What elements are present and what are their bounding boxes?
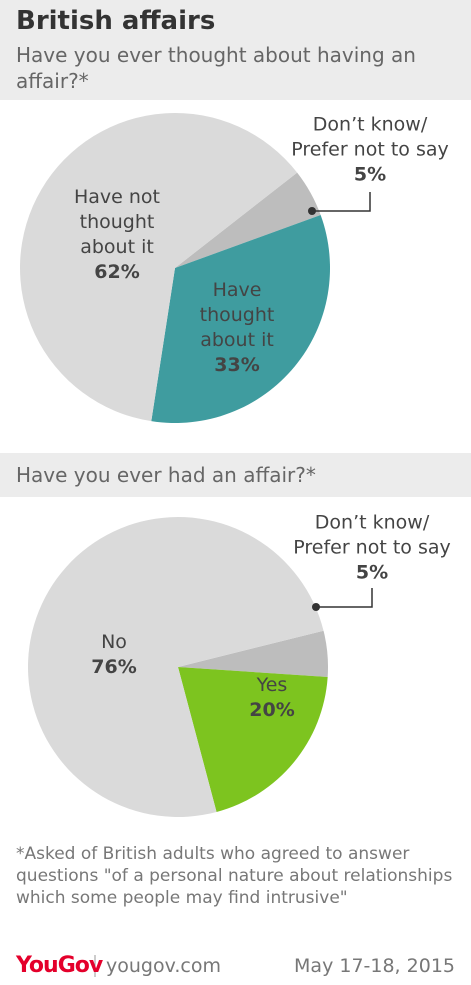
title: British affairs xyxy=(16,6,216,36)
value-label: 5% xyxy=(355,561,389,584)
category-label: Have not thought about it xyxy=(73,186,161,258)
question: Have you ever thought about having an af… xyxy=(16,43,416,93)
slice-label: Don’t know/ Prefer not to say 5% xyxy=(287,511,457,586)
category-label: Don’t know/ Prefer not to say xyxy=(291,113,449,161)
slice-label: Have thought about it 33% xyxy=(187,278,287,378)
leader-line xyxy=(312,192,373,608)
slice-label: Don’t know/ Prefer not to say 5% xyxy=(285,113,455,188)
question-band xyxy=(0,453,471,497)
category-label: Don’t know/ Prefer not to say xyxy=(293,511,451,559)
date: May 17-18, 2015 xyxy=(294,955,455,977)
value-label: 5% xyxy=(353,163,387,186)
value-label: 33% xyxy=(214,354,260,376)
value-label: 76% xyxy=(91,656,137,678)
slice-label: No 76% xyxy=(74,630,154,680)
question: Have you ever had an affair?* xyxy=(16,463,316,487)
value-label: 20% xyxy=(249,699,295,721)
brand-logo: YouGov xyxy=(16,953,103,978)
category-label: Yes xyxy=(256,674,288,696)
pie-slice xyxy=(19,112,298,422)
pie-slice xyxy=(28,517,324,817)
value-label: 62% xyxy=(94,261,140,283)
pie-slice xyxy=(151,214,330,423)
slice-label: Have not thought about it 62% xyxy=(62,185,172,285)
pie-slice xyxy=(178,630,329,677)
header-band xyxy=(0,0,471,100)
category-label: Have thought about it xyxy=(199,279,275,351)
leader-dot xyxy=(308,207,316,215)
slice-label: Yes 20% xyxy=(232,673,312,723)
pie-slice xyxy=(175,172,321,268)
category-label: No xyxy=(101,631,127,653)
website: yougov.com xyxy=(106,955,221,977)
footnote: *Asked of British adults who agreed to a… xyxy=(16,844,453,908)
leader-dot xyxy=(312,603,320,611)
pie-slice xyxy=(178,667,328,812)
